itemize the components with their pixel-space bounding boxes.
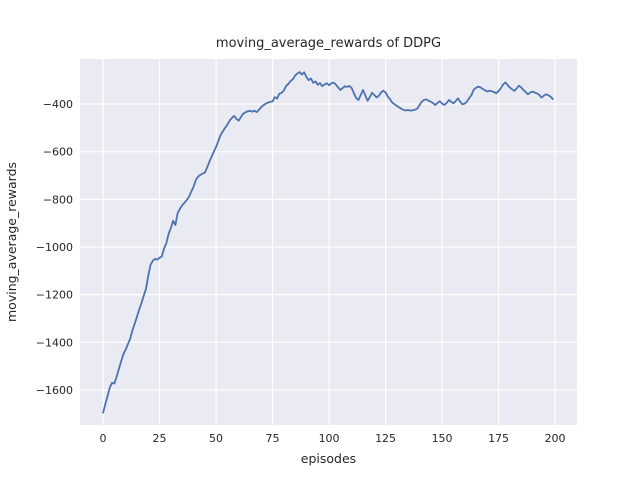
y-tick-labels: −400 −600 −800 −1000 −1200 −1400 −1600 — [36, 98, 73, 397]
y-tick-label: −1000 — [36, 241, 73, 254]
x-tick-label: 125 — [375, 432, 396, 445]
x-tick-label: 75 — [266, 432, 280, 445]
x-tick-label: 0 — [100, 432, 107, 445]
y-tick-label: −1600 — [36, 384, 73, 397]
y-tick-label: −600 — [43, 146, 73, 159]
series-line-moving_average_rewards — [102, 71, 554, 414]
x-tick-label: 25 — [153, 432, 167, 445]
x-tick-label: 50 — [209, 432, 223, 445]
y-tick-label: −1200 — [36, 289, 73, 302]
chart-title: moving_average_rewards of DDPG — [215, 36, 442, 51]
x-tick-labels: 0 25 50 75 100 125 150 175 200 — [100, 432, 566, 445]
y-tick-label: −400 — [43, 98, 73, 111]
x-tick-label: 175 — [488, 432, 509, 445]
y-axis-label: moving_average_rewards — [4, 161, 19, 323]
y-tick-label: −800 — [43, 193, 73, 206]
x-tick-label: 100 — [319, 432, 340, 445]
x-axis-label: episodes — [300, 451, 357, 466]
y-tick-label: −1400 — [36, 336, 73, 349]
x-tick-label: 200 — [545, 432, 566, 445]
x-tick-label: 150 — [432, 432, 453, 445]
grid-lines — [80, 59, 577, 425]
